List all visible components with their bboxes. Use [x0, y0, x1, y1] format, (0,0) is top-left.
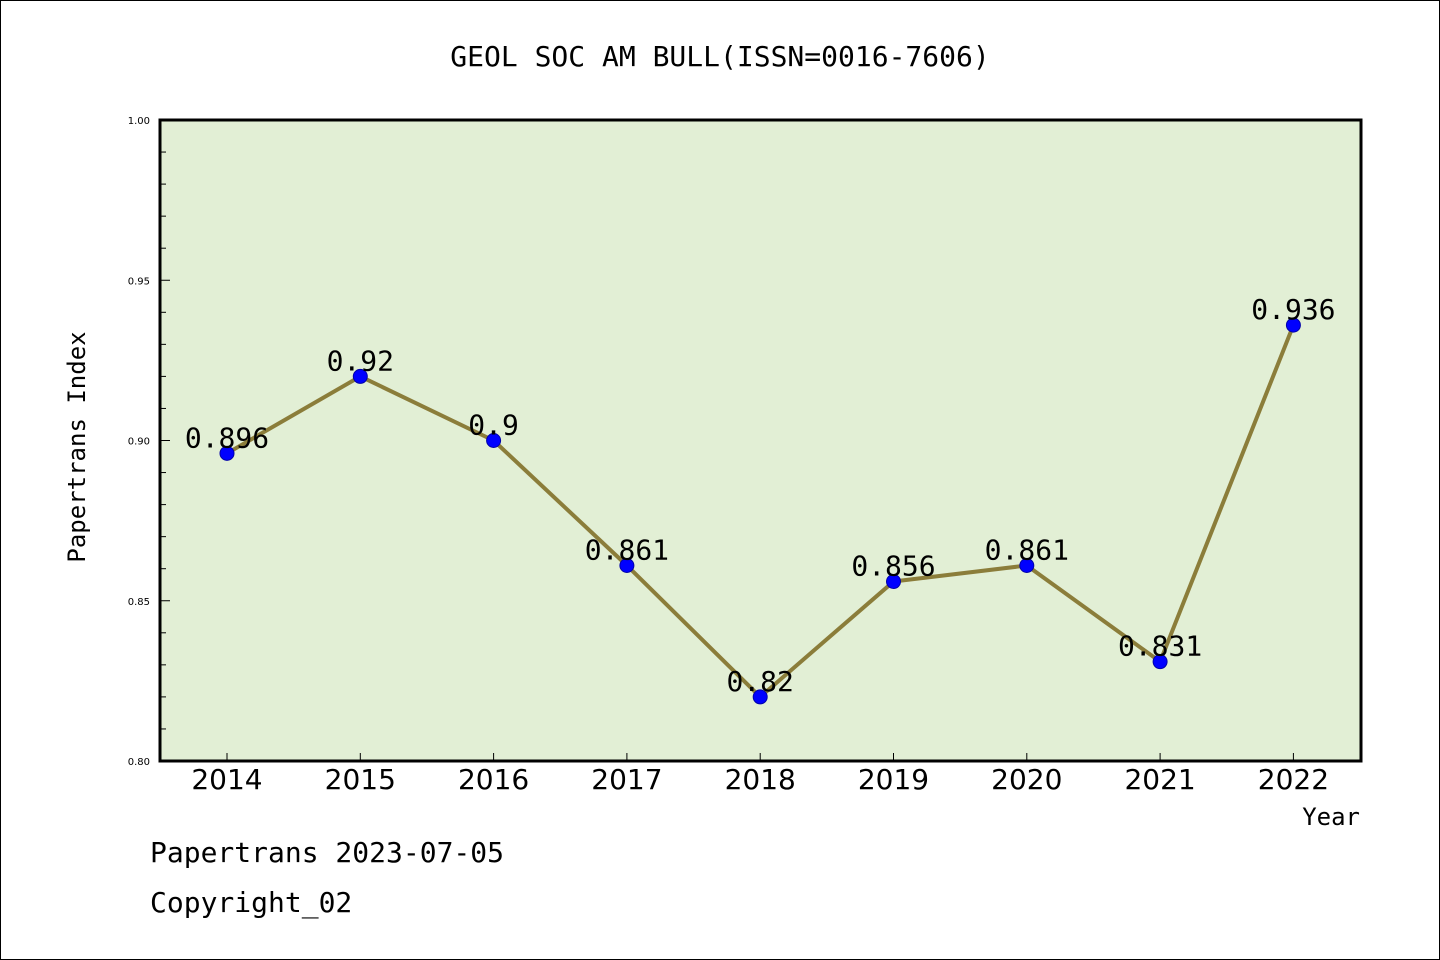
x-axis-label: Year — [1302, 803, 1360, 831]
data-label: 0.92 — [327, 344, 394, 377]
y-axis: 0.80 0.85 0.90 0.95 1.00 — [128, 116, 170, 768]
footer-date: Papertrans 2023-07-05 — [150, 836, 505, 869]
series-line: 0.896 0.92 0.9 0.861 0.82 0.856 0.861 0.831 0.93… — [185, 293, 1336, 705]
y-tick-label: 0.85 — [128, 597, 150, 608]
data-label: 0.9 — [468, 409, 519, 442]
data-point — [486, 433, 502, 448]
data-point — [219, 445, 235, 461]
data-point — [752, 689, 768, 705]
data-point — [886, 574, 901, 590]
x-tick-label: 2016 — [458, 763, 529, 796]
y-tick-label: 0.80 — [128, 757, 150, 768]
y-tick-label: 0.90 — [128, 437, 150, 448]
data-point — [1019, 557, 1035, 573]
data-point — [1152, 654, 1168, 670]
x-tick-label: 2015 — [325, 763, 396, 796]
data-label: 0.831 — [1118, 630, 1202, 663]
x-tick-label: 2014 — [191, 763, 262, 796]
y-tick-label: 1.00 — [128, 116, 150, 127]
x-tick-label: 2022 — [1258, 763, 1329, 796]
data-point — [352, 368, 368, 384]
x-axis: 2014 2015 2016 2017 2018 2019 2020 2021 2022 — [191, 753, 1329, 796]
footer-copyright: Copyright_02 — [150, 886, 353, 919]
x-tick-label: 2021 — [1124, 763, 1195, 796]
data-label: 0.861 — [585, 533, 669, 566]
x-tick-label: 2017 — [591, 763, 662, 796]
plot-area — [158, 118, 1363, 763]
data-label: 0.82 — [726, 665, 793, 698]
data-point — [1285, 317, 1301, 333]
data-label: 0.856 — [851, 550, 935, 583]
data-label: 0.936 — [1251, 293, 1335, 326]
chart-title: GEOL SOC AM BULL(ISSN=0016-7606) — [450, 40, 989, 73]
y-axis-label: Papertrans Index — [63, 331, 91, 562]
data-label: 0.896 — [185, 421, 269, 454]
x-tick-label: 2019 — [858, 763, 929, 796]
data-point — [619, 557, 635, 573]
data-label: 0.861 — [985, 533, 1069, 566]
x-tick-label: 2020 — [991, 763, 1062, 796]
x-tick-label: 2018 — [725, 763, 796, 796]
y-tick-label: 0.95 — [128, 276, 150, 287]
